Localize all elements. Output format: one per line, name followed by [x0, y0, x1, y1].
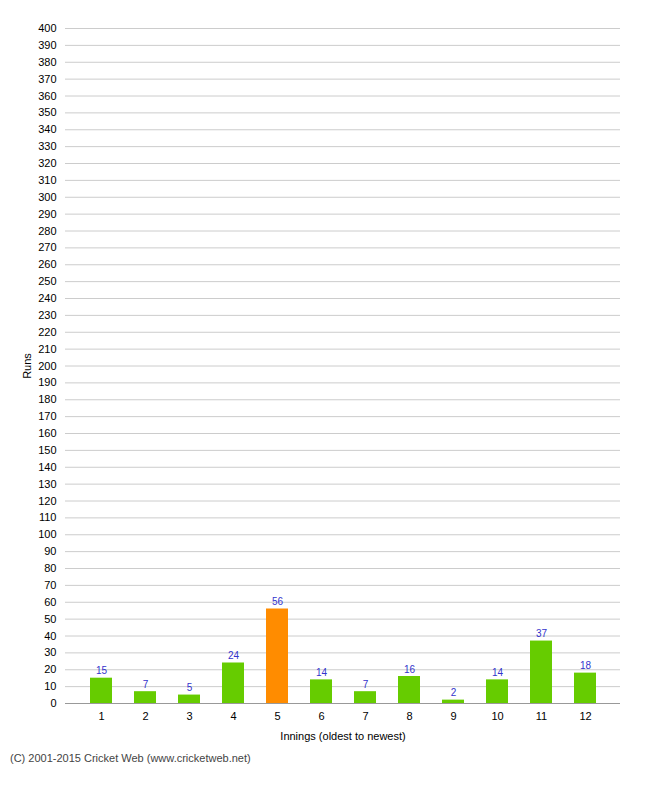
svg-text:160: 160 — [38, 427, 56, 439]
svg-text:0: 0 — [50, 697, 56, 709]
svg-text:350: 350 — [38, 106, 56, 118]
svg-text:4: 4 — [230, 710, 236, 722]
svg-text:270: 270 — [38, 241, 56, 253]
svg-text:2: 2 — [142, 710, 148, 722]
svg-text:12: 12 — [579, 710, 591, 722]
svg-text:50: 50 — [44, 613, 56, 625]
svg-text:10: 10 — [491, 710, 503, 722]
svg-text:30: 30 — [44, 646, 56, 658]
svg-text:Innings (oldest to newest): Innings (oldest to newest) — [280, 730, 405, 742]
svg-text:150: 150 — [38, 444, 56, 456]
svg-text:6: 6 — [318, 710, 324, 722]
svg-text:100: 100 — [38, 528, 56, 540]
svg-text:14: 14 — [492, 667, 504, 678]
svg-text:56: 56 — [272, 596, 284, 607]
svg-text:260: 260 — [38, 258, 56, 270]
svg-text:37: 37 — [536, 628, 548, 639]
svg-text:290: 290 — [38, 208, 56, 220]
svg-text:190: 190 — [38, 376, 56, 388]
svg-text:120: 120 — [38, 495, 56, 507]
svg-text:400: 400 — [38, 22, 56, 34]
svg-text:1: 1 — [98, 710, 104, 722]
svg-text:170: 170 — [38, 410, 56, 422]
svg-text:200: 200 — [38, 360, 56, 372]
svg-text:5: 5 — [187, 682, 193, 693]
svg-text:210: 210 — [38, 343, 56, 355]
svg-text:330: 330 — [38, 140, 56, 152]
svg-text:8: 8 — [406, 710, 412, 722]
svg-text:360: 360 — [38, 90, 56, 102]
svg-text:5: 5 — [274, 710, 280, 722]
svg-text:11: 11 — [536, 710, 547, 722]
svg-text:18: 18 — [580, 660, 592, 671]
svg-text:280: 280 — [38, 225, 56, 237]
svg-text:10: 10 — [44, 680, 56, 692]
svg-text:370: 370 — [38, 73, 56, 85]
svg-text:40: 40 — [44, 630, 56, 642]
svg-text:9: 9 — [450, 710, 456, 722]
svg-text:7: 7 — [363, 679, 369, 690]
svg-text:380: 380 — [38, 56, 56, 68]
svg-text:16: 16 — [404, 664, 416, 675]
svg-text:20: 20 — [44, 663, 56, 675]
svg-text:Runs: Runs — [21, 353, 33, 379]
svg-text:70: 70 — [44, 579, 56, 591]
html-text:(C) 2001-2015 Cricket Web (www: (C) 2001-2015 Cricket Web (www.cricketwe… — [10, 752, 251, 764]
svg-text:110: 110 — [39, 511, 57, 523]
svg-text:2: 2 — [451, 687, 457, 698]
svg-text:310: 310 — [38, 174, 56, 186]
svg-text:320: 320 — [38, 157, 56, 169]
svg-text:3: 3 — [186, 710, 192, 722]
svg-text:180: 180 — [38, 393, 56, 405]
svg-text:140: 140 — [38, 461, 56, 473]
svg-text:340: 340 — [38, 123, 56, 135]
svg-text:14: 14 — [316, 667, 328, 678]
svg-text:390: 390 — [38, 39, 56, 51]
svg-text:15: 15 — [96, 665, 108, 676]
svg-text:220: 220 — [38, 326, 56, 338]
svg-text:7: 7 — [362, 710, 368, 722]
svg-text:230: 230 — [38, 309, 56, 321]
svg-text:300: 300 — [38, 191, 56, 203]
svg-text:130: 130 — [38, 478, 56, 490]
svg-text:7: 7 — [143, 679, 149, 690]
svg-text:90: 90 — [44, 545, 56, 557]
svg-text:240: 240 — [38, 292, 56, 304]
svg-text:24: 24 — [228, 650, 240, 661]
svg-text:80: 80 — [44, 562, 56, 574]
svg-text:250: 250 — [38, 275, 56, 287]
svg-text:60: 60 — [44, 596, 56, 608]
